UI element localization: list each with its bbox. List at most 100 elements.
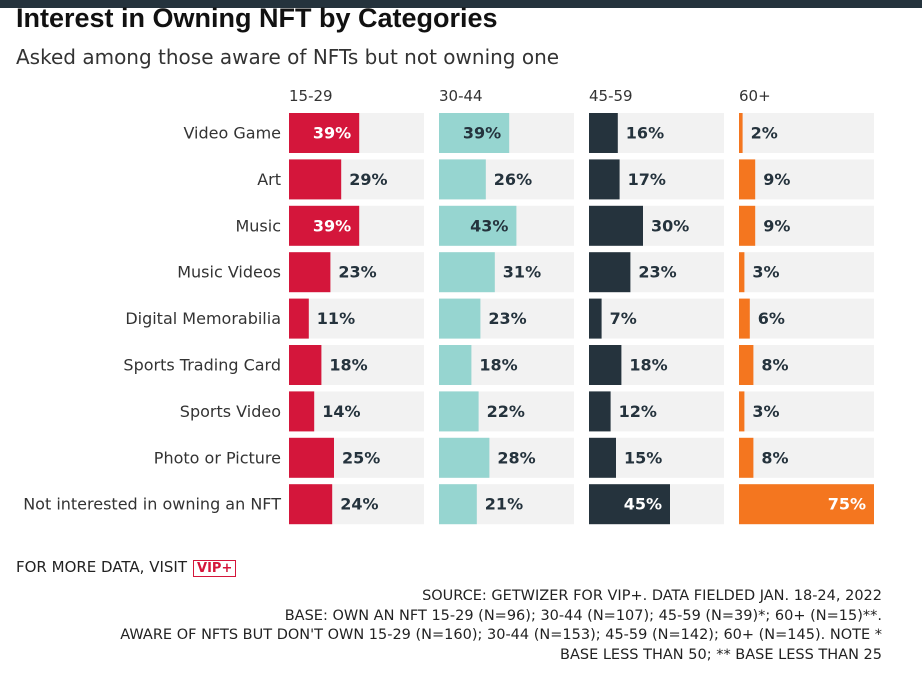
- bar: [439, 113, 510, 153]
- data-label: 9%: [763, 216, 790, 235]
- bar: [289, 437, 334, 478]
- note-line: BASE LESS THAN 50; ** BASE LESS THAN 25: [560, 646, 882, 663]
- data-label: 7%: [610, 309, 637, 328]
- bar: [439, 298, 481, 339]
- data-label: 8%: [761, 448, 788, 467]
- data-label: 16%: [626, 124, 664, 143]
- bar: [439, 437, 490, 478]
- category-label: Not interested in owning an NFT: [23, 495, 281, 514]
- data-label: 43%: [470, 216, 508, 235]
- bar-track: [739, 252, 874, 293]
- data-label: 39%: [313, 216, 351, 235]
- column-header-2: 30-44: [439, 87, 483, 105]
- bar: [739, 437, 754, 478]
- bar: [289, 298, 309, 339]
- data-label: 23%: [488, 309, 526, 328]
- bar: [589, 205, 643, 246]
- bar-track: [739, 391, 874, 432]
- bar: [439, 205, 517, 246]
- data-label: 18%: [329, 356, 367, 375]
- bar: [439, 345, 472, 385]
- bar: [589, 252, 631, 293]
- bar: [439, 391, 479, 432]
- data-label: 2%: [751, 124, 778, 143]
- category-label: Photo or Picture: [154, 448, 281, 467]
- bar: [739, 298, 750, 339]
- column-header-4: 60+: [739, 87, 771, 105]
- source-line: SOURCE: GETWIZER FOR VIP+. DATA FIELDED …: [422, 588, 882, 604]
- data-label: 17%: [628, 170, 666, 189]
- bar: [589, 484, 670, 525]
- category-label: Sports Trading Card: [123, 356, 281, 375]
- data-label: 18%: [629, 356, 667, 375]
- bar-track: [739, 159, 874, 200]
- data-label: 8%: [761, 356, 788, 375]
- bar: [289, 252, 331, 293]
- data-label: 31%: [503, 263, 541, 282]
- bar-track: [739, 205, 874, 246]
- bar: [289, 345, 322, 385]
- column-header-3: 45-59: [589, 87, 633, 105]
- bar: [439, 252, 495, 293]
- bar-track: [739, 437, 874, 478]
- category-label: Art: [257, 170, 281, 189]
- bar: [589, 391, 611, 432]
- more-data-line: FOR MORE DATA, VISIT VIP+: [16, 558, 237, 577]
- column-header-1: 15-29: [289, 87, 333, 105]
- bar-track: [739, 345, 874, 385]
- bar: [289, 391, 315, 432]
- data-label: 28%: [497, 448, 535, 467]
- data-label: 39%: [313, 124, 351, 143]
- data-label: 15%: [624, 448, 662, 467]
- data-label: 21%: [485, 495, 523, 514]
- category-label: Video Game: [183, 124, 281, 143]
- bar: [589, 345, 622, 385]
- bar: [289, 159, 342, 200]
- data-label: 23%: [638, 263, 676, 282]
- category-label: Music Videos: [177, 263, 281, 282]
- bar: [739, 252, 745, 293]
- chart-area: 15-29 30-44 45-59 60+ Video Game Art Music Musi…: [23, 87, 874, 525]
- bar: [739, 205, 756, 246]
- data-label: 45%: [624, 495, 662, 514]
- data-label: 24%: [340, 495, 378, 514]
- chart-subtitle: Asked among those aware of NFTs but not …: [16, 45, 560, 69]
- data-label: 29%: [349, 170, 387, 189]
- bar: [439, 484, 477, 525]
- bar: [289, 205, 360, 246]
- data-label: 3%: [752, 263, 779, 282]
- bar-track: [289, 298, 424, 339]
- data-label: 12%: [619, 402, 657, 421]
- bar: [289, 484, 333, 525]
- bar: [439, 159, 486, 200]
- chart-title: Interest in Owning NFT by Categories: [16, 3, 498, 33]
- data-label: 25%: [342, 448, 380, 467]
- bar: [589, 159, 620, 200]
- data-label: 9%: [763, 170, 790, 189]
- category-label: Music: [235, 216, 281, 235]
- more-data-text: FOR MORE DATA, VISIT: [16, 558, 188, 576]
- category-label: Digital Memorabilia: [125, 309, 281, 328]
- data-label: 22%: [487, 402, 525, 421]
- base-line: BASE: OWN AN NFT 15-29 (N=96); 30-44 (N=…: [284, 607, 882, 624]
- bar: [589, 113, 618, 153]
- bar-track: [589, 298, 724, 339]
- data-label: 26%: [494, 170, 532, 189]
- vip-plus-logo[interactable]: VIP+: [193, 560, 237, 577]
- data-label: 11%: [317, 309, 355, 328]
- bar: [739, 159, 756, 200]
- bar: [739, 345, 754, 385]
- category-label: Sports Video: [180, 402, 281, 421]
- data-label: 39%: [463, 124, 501, 143]
- top-bar: [0, 0, 922, 8]
- data-label: 14%: [322, 402, 360, 421]
- bar-track: [589, 391, 724, 432]
- bar: [739, 484, 874, 525]
- bar: [739, 113, 743, 153]
- data-label: 3%: [752, 402, 779, 421]
- bar-track: [739, 113, 874, 153]
- data-label: 75%: [828, 495, 866, 514]
- data-label: 18%: [479, 356, 517, 375]
- aware-line: AWARE OF NFTS BUT DON'T OWN 15-29 (N=160…: [120, 627, 882, 643]
- data-label: 30%: [651, 216, 689, 235]
